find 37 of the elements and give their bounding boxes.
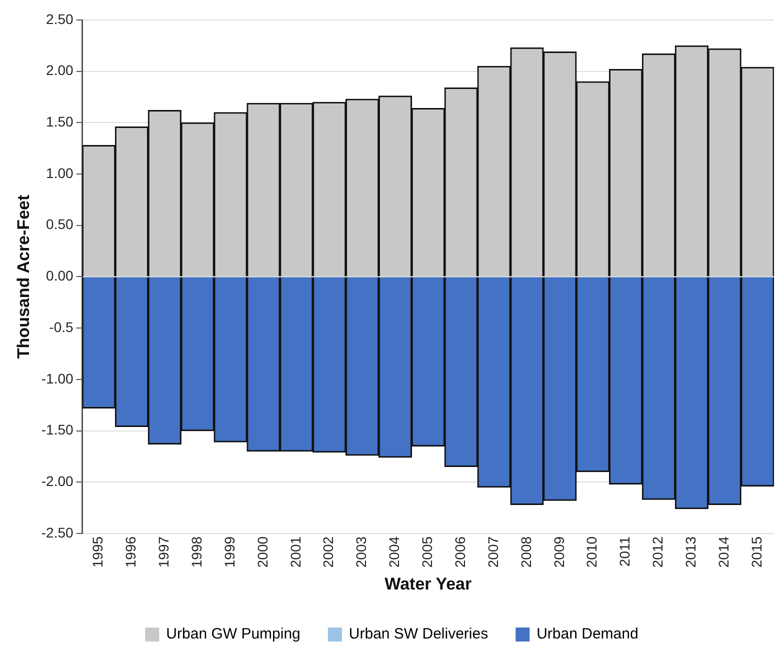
y-tick-label: -2.00	[41, 472, 74, 489]
y-tick-label: 2.00	[46, 62, 74, 78]
y-tick-label: 1.50	[46, 114, 74, 130]
x-tick-label: 2008	[518, 536, 534, 568]
x-tick-label: 1999	[221, 536, 238, 568]
y-tick-label: 1.00	[46, 164, 74, 181]
x-tick-label: 2012	[650, 536, 666, 568]
legend-label: Urban SW Deliveries	[348, 626, 488, 643]
x-axis-title: Water Year	[384, 574, 472, 594]
x-tick-label: 2003	[353, 536, 370, 568]
x-tick-label: 1996	[122, 536, 139, 568]
x-tick-label: 1997	[156, 536, 172, 568]
x-tick-label: 2011	[616, 536, 633, 567]
x-tick-label: 1995	[90, 536, 106, 568]
x-tick-label: 2013	[682, 536, 699, 568]
legend-label: Urban Demand	[536, 626, 638, 643]
x-tick-label: 2000	[254, 536, 270, 568]
x-tick-label: 1998	[188, 536, 204, 568]
legend-label: Urban GW Pumping	[166, 626, 300, 643]
x-tick-label: 2015	[748, 536, 764, 568]
y-tick-label: -1.50	[41, 422, 74, 438]
y-tick-label: -1.00	[41, 370, 74, 386]
y-tick-label: 2.50	[46, 10, 74, 27]
y-tick-label: -2.50	[41, 524, 74, 540]
y-tick-label: 0.50	[46, 216, 74, 232]
x-tick-label: 2006	[452, 536, 468, 568]
x-tick-label: 2002	[320, 536, 336, 568]
x-tick-label: 2010	[584, 536, 600, 568]
x-tick-label: 2005	[419, 536, 436, 568]
y-axis-title: Thousand Acre-Feet	[14, 194, 33, 359]
x-tick-label: 2001	[287, 536, 304, 568]
x-tick-label: 2004	[386, 536, 402, 568]
x-tick-label: 2007	[484, 536, 501, 568]
y-tick-label: 0.00	[46, 268, 74, 284]
y-tick-label: -0.5	[49, 318, 74, 335]
x-tick-label: 2014	[715, 536, 732, 568]
x-tick-label: 2009	[550, 536, 567, 568]
